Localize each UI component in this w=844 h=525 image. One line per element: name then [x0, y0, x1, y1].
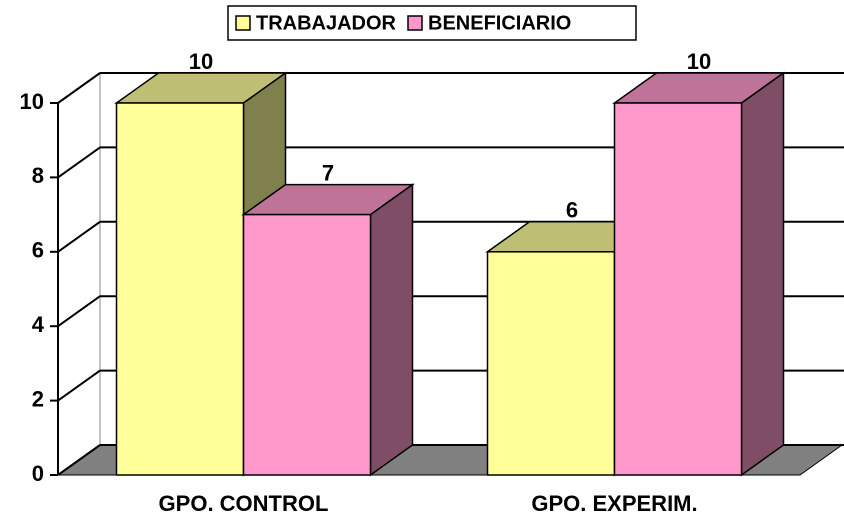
data-label: 10: [189, 49, 213, 74]
bar-side: [740, 71, 785, 477]
grid-line: [57, 295, 101, 328]
legend-swatch: [235, 15, 251, 31]
bar-side: [369, 183, 414, 477]
grid-line: [57, 146, 101, 179]
grid-line: [57, 72, 101, 104]
legend-label: BENEFICIARIO: [428, 12, 571, 34]
x-tick-label: GPO. EXPERIM.: [531, 491, 697, 516]
y-tick-label: 0: [32, 461, 44, 486]
grid-line: [57, 444, 101, 476]
legend-box: [227, 5, 637, 41]
bar: [242, 213, 372, 476]
bar: [115, 102, 245, 476]
y-tick-label: 8: [32, 163, 44, 188]
x-tick-label: GPO. CONTROL: [159, 491, 329, 516]
legend-label: TRABAJADOR: [256, 12, 397, 34]
bar: [613, 102, 743, 476]
data-label: 6: [566, 198, 578, 223]
data-label: 10: [687, 49, 711, 74]
data-label: 7: [322, 160, 334, 185]
bar: [486, 251, 616, 476]
grid-line: [57, 369, 101, 402]
y-tick-label: 10: [20, 89, 44, 114]
grid-line: [57, 220, 101, 253]
y-tick-label: 4: [32, 312, 45, 337]
legend-swatch: [407, 15, 423, 31]
y-tick-label: 6: [32, 238, 44, 263]
y-tick-label: 2: [32, 386, 44, 411]
